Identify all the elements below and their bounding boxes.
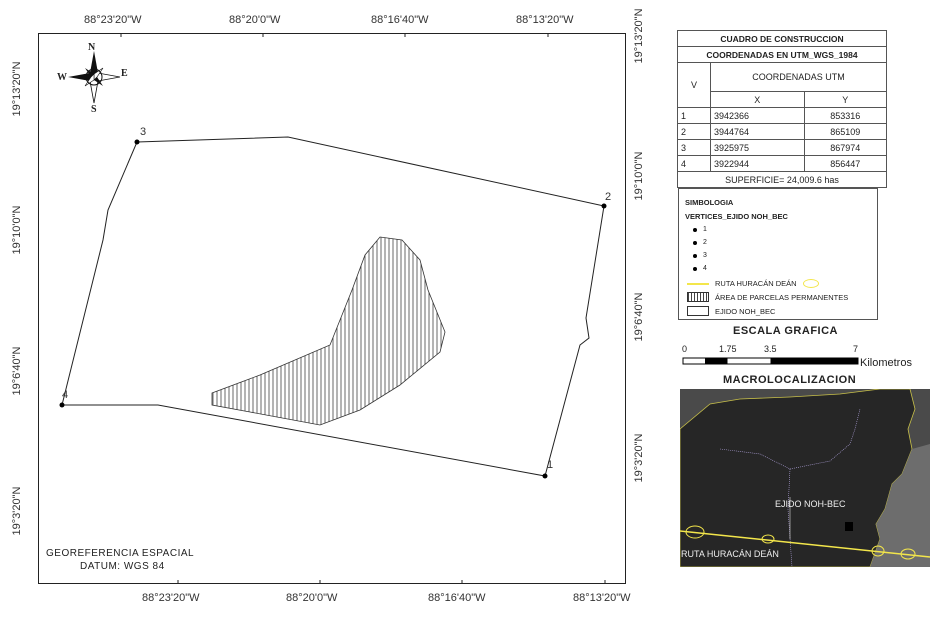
scale-unit: Kilometros [860, 357, 912, 369]
scale-tick-2: 3.5 [764, 344, 777, 354]
georef-line-2: DATUM: WGS 84 [80, 561, 165, 572]
table-superficie: SUPERFICIE= 24,009.6 has [677, 171, 887, 188]
top-tick-2: 88°20'0"W [229, 14, 281, 26]
bottom-tick-4: 88°13'20"W [573, 592, 631, 604]
table-row: 2 3944764 865109 [677, 123, 888, 140]
macro-map-canvas [680, 389, 930, 567]
legend-title: SIMBOLOGIA [685, 198, 734, 207]
vertex-label-2: 2 [605, 191, 612, 203]
scale-bar [682, 357, 859, 365]
top-tick-1: 88°23'20"W [84, 14, 142, 26]
ruta-line-icon [687, 282, 709, 285]
map-canvas [59, 33, 607, 584]
top-tick-4: 88°13'20"W [516, 14, 574, 26]
table-row: 3 3925975 867974 [677, 139, 888, 156]
legend-ejido: EJIDO NOH_BEC [687, 306, 775, 316]
table-title: CUADRO DE CONSTRUCCION [677, 30, 887, 47]
vertex-dot-icon [693, 240, 697, 245]
legend-vertex-1: 1 [693, 226, 707, 233]
table-row: 4 3922944 856447 [677, 155, 888, 172]
construction-table: CUADRO DE CONSTRUCCION COORDENADAS EN UT… [677, 30, 888, 188]
legend-vertex-3: 3 [693, 252, 707, 259]
scale-tick-3: 7 [853, 344, 859, 354]
scale-tick-1: 1.75 [719, 344, 737, 354]
vertex-label-4: 4 [62, 389, 69, 401]
legend-ruta: RUTA HURACÁN DEÁN [687, 279, 819, 288]
vertex-1 [542, 473, 548, 479]
vertex-2 [601, 203, 607, 209]
table-col-y: Y [803, 91, 888, 108]
vertex-dot-icon [693, 266, 697, 271]
table-col-x: X [710, 91, 805, 108]
legend-vertex-4: 4 [693, 265, 707, 272]
georef-line-1: GEOREFERENCIA ESPACIAL [46, 548, 195, 559]
compass-s: S [91, 104, 97, 115]
compass-w: W [57, 72, 67, 83]
ejido-boundary [61, 136, 605, 477]
legend-area: ÁREA DE PARCELAS PERMANENTES [687, 292, 848, 302]
vertex-label-1: 1 [547, 459, 554, 471]
macro-title: MACROLOCALIZACION [723, 374, 857, 386]
ejido-swatch-icon [687, 306, 709, 316]
vertex-dot-icon [693, 253, 697, 258]
compass-n: N [88, 42, 96, 53]
legend-vertex-2: 2 [693, 239, 707, 246]
vertex-4 [59, 402, 65, 408]
map-frame [38, 33, 626, 584]
bottom-tick-2: 88°20'0"W [286, 592, 338, 604]
legend-box: SIMBOLOGIA VERTICES_EJIDO NOH_BEC 1 2 3 … [678, 188, 878, 320]
macro-ejido-label: EJIDO NOH-BEC [775, 499, 846, 509]
top-tick-3: 88°16'40"W [371, 14, 429, 26]
macro-ruta-label: RUTA HURACÁN DEÁN [681, 549, 779, 559]
parcel-area [211, 236, 446, 426]
scale-tick-0: 0 [682, 344, 688, 354]
compass-e: E [121, 68, 128, 79]
table-col-group: COORDENADAS UTM [710, 62, 887, 92]
table-subtitle: COORDENADAS EN UTM_WGS_1984 [677, 46, 887, 63]
vertex-dot-icon [693, 227, 697, 232]
vertex-label-3: 3 [140, 126, 147, 138]
hurricane-icon [802, 279, 819, 288]
legend-group: VERTICES_EJIDO NOH_BEC [685, 212, 788, 221]
hatch-swatch-icon [687, 292, 709, 302]
table-row: 1 3942366 853316 [677, 107, 888, 124]
bottom-tick-3: 88°16'40"W [428, 592, 486, 604]
bottom-tick-1: 88°23'20"W [142, 592, 200, 604]
macro-map: EJIDO NOH-BEC RUTA HURACÁN DEÁN [680, 389, 930, 567]
compass-rose-icon [68, 51, 121, 104]
vertex-3 [134, 139, 140, 145]
table-col-v: V [677, 62, 711, 108]
scale-title: ESCALA GRAFICA [733, 325, 838, 337]
